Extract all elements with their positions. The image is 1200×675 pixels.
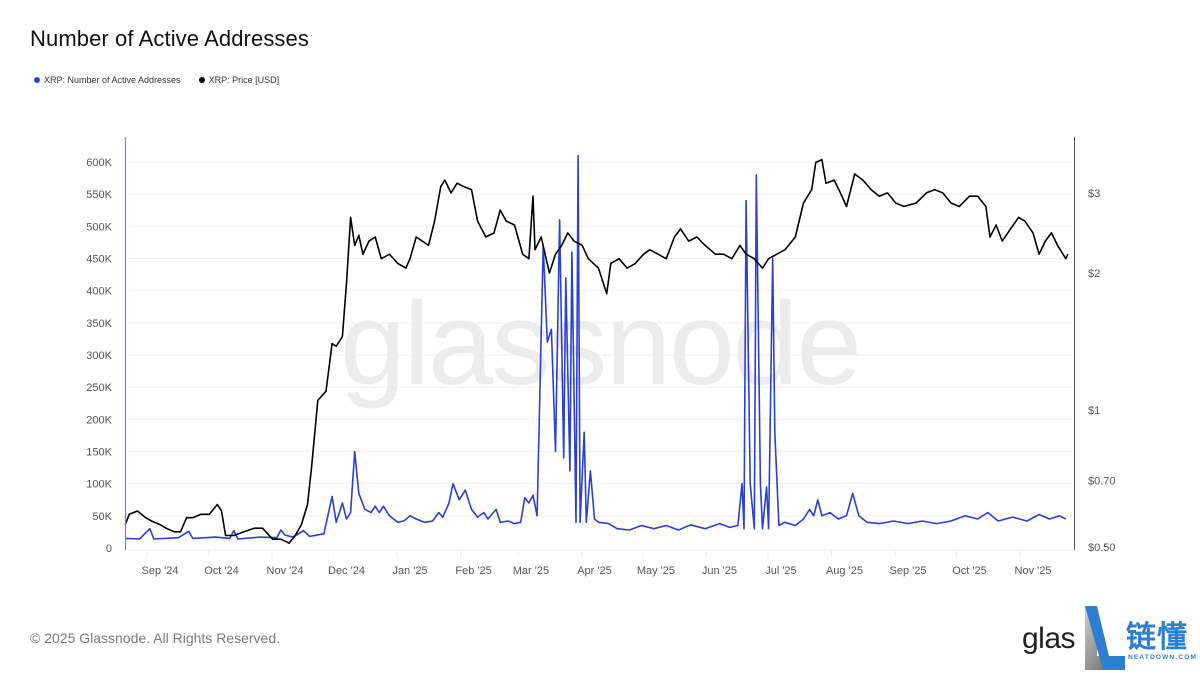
y-right-tick-label: $2: [1088, 268, 1100, 280]
chart-legend: XRP: Number of Active Addresses XRP: Pri…: [34, 75, 279, 85]
copyright-text: © 2025 Glassnode. All Rights Reserved.: [30, 630, 281, 646]
y-right-tick-label: $1: [1088, 405, 1100, 417]
x-tick-label: Nov '25: [1015, 565, 1052, 577]
grid-lines: [128, 161, 1072, 551]
y-axis-left: 0 50K 100K 150K 200K 250K 300K 350K 400K 450K 500K…: [86, 157, 112, 555]
y-left-tick-label: 250K: [86, 382, 112, 394]
y-left-tick-label: 400K: [86, 286, 112, 298]
watermark: glassnode: [340, 278, 860, 410]
y-axis-right: $0.50 $0.70 $1 $2 $3: [1088, 188, 1116, 554]
legend-item-price[interactable]: XRP: Price [USD]: [198, 75, 280, 85]
legend-label: XRP: Number of Active Addresses: [44, 75, 181, 85]
logo-domain-text: NEATDOWN.COM: [1128, 654, 1198, 661]
y-left-tick-label: 50K: [92, 511, 112, 523]
x-tick-label: Mar '25: [513, 565, 549, 577]
x-tick-label: Oct '24: [204, 565, 239, 577]
x-tick-label: Sep '24: [142, 565, 179, 577]
legend-item-active-addresses[interactable]: XRP: Number of Active Addresses: [34, 75, 181, 85]
y-left-tick-label: 0: [106, 543, 112, 555]
x-tick-label: Jul '25: [765, 565, 796, 577]
chart-title: Number of Active Addresses: [30, 26, 309, 51]
x-tick-label: Dec '24: [328, 565, 365, 577]
x-tick-label: May '25: [637, 565, 675, 577]
brand-logo: glas 链懂 NEATDOWN.COM: [1018, 604, 1198, 670]
y-left-tick-label: 350K: [86, 318, 112, 330]
y-right-tick-label: $3: [1088, 188, 1100, 200]
y-left-tick-label: 550K: [86, 189, 112, 201]
y-left-tick-label: 300K: [86, 350, 112, 362]
x-tick-label: Aug '25: [826, 565, 863, 577]
active-addresses-line[interactable]: [125, 154, 1067, 540]
x-tick-label: Jan '25: [392, 565, 427, 577]
logo-l-icon: [1085, 606, 1125, 670]
legend-dot-icon: [34, 77, 40, 83]
x-tick-label: Feb '25: [455, 565, 491, 577]
price-line[interactable]: [124, 158, 1069, 544]
y-left-tick-label: 500K: [86, 221, 112, 233]
x-tick-label: Sep '25: [890, 565, 927, 577]
chart-plot-area: glassnode Sep '24 Oct '24 Nov '24 Dec '24 Ja…: [86, 137, 1116, 577]
x-tick-label: Oct '25: [952, 565, 987, 577]
logo-glas-text: glas: [1022, 622, 1076, 655]
x-axis: Sep '24 Oct '24 Nov '24 Dec '24 Jan '25 Feb '…: [142, 550, 1052, 577]
x-tick-label: Jun '25: [702, 565, 737, 577]
x-tick-label: Apr '25: [577, 565, 612, 577]
y-left-tick-label: 600K: [86, 157, 112, 169]
y-right-tick-label: $0.70: [1088, 475, 1116, 487]
y-left-tick-label: 100K: [86, 479, 112, 491]
logo-chinese-text: 链懂: [1126, 621, 1188, 654]
y-left-tick-label: 200K: [86, 414, 112, 426]
y-left-tick-label: 150K: [86, 447, 112, 459]
legend-label: XRP: Price [USD]: [208, 75, 280, 85]
y-right-tick-label: $0.50: [1088, 542, 1116, 554]
legend-dot-icon: [198, 77, 205, 83]
y-left-tick-label: 450K: [86, 254, 112, 266]
x-tick-label: Nov '24: [267, 565, 304, 577]
